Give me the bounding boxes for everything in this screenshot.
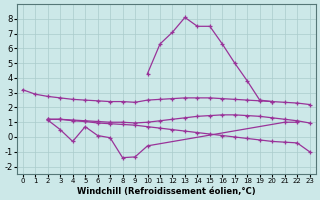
- X-axis label: Windchill (Refroidissement éolien,°C): Windchill (Refroidissement éolien,°C): [77, 187, 256, 196]
